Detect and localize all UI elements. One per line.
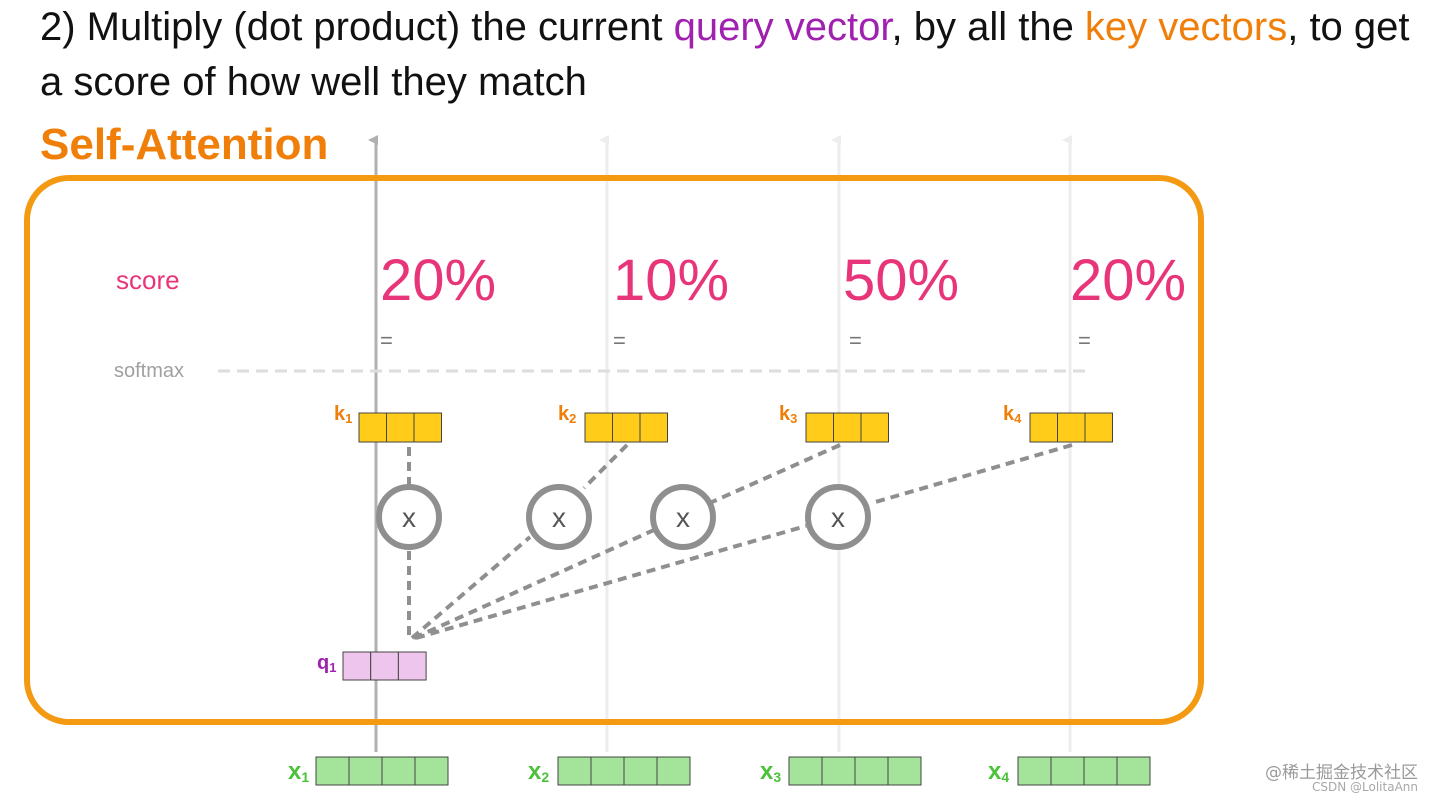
multiply-circle-2 (526, 484, 592, 550)
input-1-cell-3 (381, 756, 416, 786)
key-2-cell-2 (612, 412, 641, 443)
key-vector-3: k3 (779, 403, 889, 443)
score-value-1: 20% (380, 248, 496, 313)
input-3-cell-1 (788, 756, 823, 786)
multiply-node-3: x (650, 484, 716, 550)
key-4-cell-2 (1057, 412, 1086, 443)
multiply-symbol-3: x (676, 502, 690, 533)
connector-q-mult4 (415, 524, 807, 640)
multiply-node-2: x (526, 484, 592, 550)
multiply-node-4: x (805, 484, 871, 550)
heading-key-phrase: key vectors (1084, 5, 1288, 49)
key-vector-2: k2 (558, 403, 668, 443)
input-2-cell-2 (590, 756, 625, 786)
key-4-cell-1 (1029, 412, 1058, 443)
input-1-cell-1 (315, 756, 350, 786)
key-2-cell-1 (584, 412, 613, 443)
input-4-cell-1 (1017, 756, 1052, 786)
multiply-circle-4 (805, 484, 871, 550)
slide-heading: 2) Multiply (dot product) the current qu… (40, 0, 1420, 110)
multiply-symbol-4: x (831, 502, 845, 533)
self-attention-frame (24, 175, 1204, 725)
input-label-4: x4 (988, 758, 1009, 785)
key-3-cell-3 (860, 412, 889, 443)
input-vector-4: x4 (988, 756, 1151, 786)
input-1-cell-4 (414, 756, 449, 786)
input-4-cell-4 (1116, 756, 1151, 786)
query-cell-1 (342, 651, 372, 681)
key-label-3: k3 (779, 403, 797, 426)
multiply-node-1: x (376, 484, 442, 550)
input-2-cell-4 (656, 756, 691, 786)
input-3-cell-4 (887, 756, 922, 786)
key-3-cell-1 (805, 412, 834, 443)
watermark-csdn: CSDN @LolitaAnn (1312, 780, 1418, 794)
connector-q-mult2 (410, 535, 532, 640)
key-label-2: k2 (558, 403, 576, 426)
key-2-cell-3 (639, 412, 668, 443)
connector-k4-mult4 (871, 443, 1073, 505)
softmax-label: softmax (114, 360, 184, 382)
query-cell-2 (370, 651, 399, 681)
multiply-circle-1 (376, 484, 442, 550)
input-3-cell-3 (854, 756, 889, 786)
equals-sign-1: = (380, 328, 393, 353)
query-cell-3 (397, 651, 427, 681)
key-1-cell-3 (413, 412, 442, 443)
heading-part-2: , by all the (891, 5, 1085, 49)
input-label-1: x1 (288, 758, 309, 785)
equals-sign-3: = (849, 328, 862, 353)
equals-sign-4: = (1078, 328, 1091, 353)
connector-q-mult3 (413, 528, 655, 640)
input-2-cell-3 (623, 756, 658, 786)
watermark-juejin: @稀土掘金技术社区 (1265, 763, 1418, 783)
input-4-cell-3 (1083, 756, 1118, 786)
score-value-4: 20% (1070, 248, 1186, 313)
input-label-3: x3 (760, 758, 781, 785)
multiply-symbol-1: x (402, 502, 416, 533)
query-vector-1: q1 (317, 651, 427, 681)
key-4-cell-3 (1084, 412, 1113, 443)
key-1-cell-1 (358, 412, 387, 443)
self-attention-title: Self-Attention (40, 120, 329, 169)
connector-k3-mult3 (711, 443, 841, 504)
score-value-2: 10% (613, 248, 729, 313)
key-3-cell-2 (833, 412, 862, 443)
score-value-3: 50% (843, 248, 959, 313)
heading-part-3: , to get a score of how well they match (40, 5, 1410, 104)
input-4-cell-2 (1050, 756, 1085, 786)
input-label-2: x2 (528, 758, 549, 785)
input-3-cell-2 (821, 756, 856, 786)
input-vector-2: x2 (528, 756, 691, 786)
heading-query-phrase: query vector (673, 5, 892, 49)
input-vector-1: x1 (288, 756, 449, 786)
heading-part-1: 2) Multiply (dot product) the current (40, 5, 674, 49)
key-label-1: k1 (334, 403, 352, 426)
query-label-1: q1 (317, 652, 336, 675)
key-1-cell-2 (386, 412, 415, 443)
connector-k2-mult2 (582, 443, 629, 490)
input-2-cell-1 (557, 756, 592, 786)
input-1-cell-2 (348, 756, 383, 786)
key-vector-1: k1 (334, 403, 442, 443)
key-label-4: k4 (1003, 403, 1022, 426)
key-vector-4: k4 (1003, 403, 1113, 443)
multiply-circle-3 (650, 484, 716, 550)
multiply-symbol-2: x (552, 502, 566, 533)
input-vector-3: x3 (760, 756, 922, 786)
equals-sign-2: = (613, 328, 626, 353)
score-label: score (116, 265, 180, 295)
